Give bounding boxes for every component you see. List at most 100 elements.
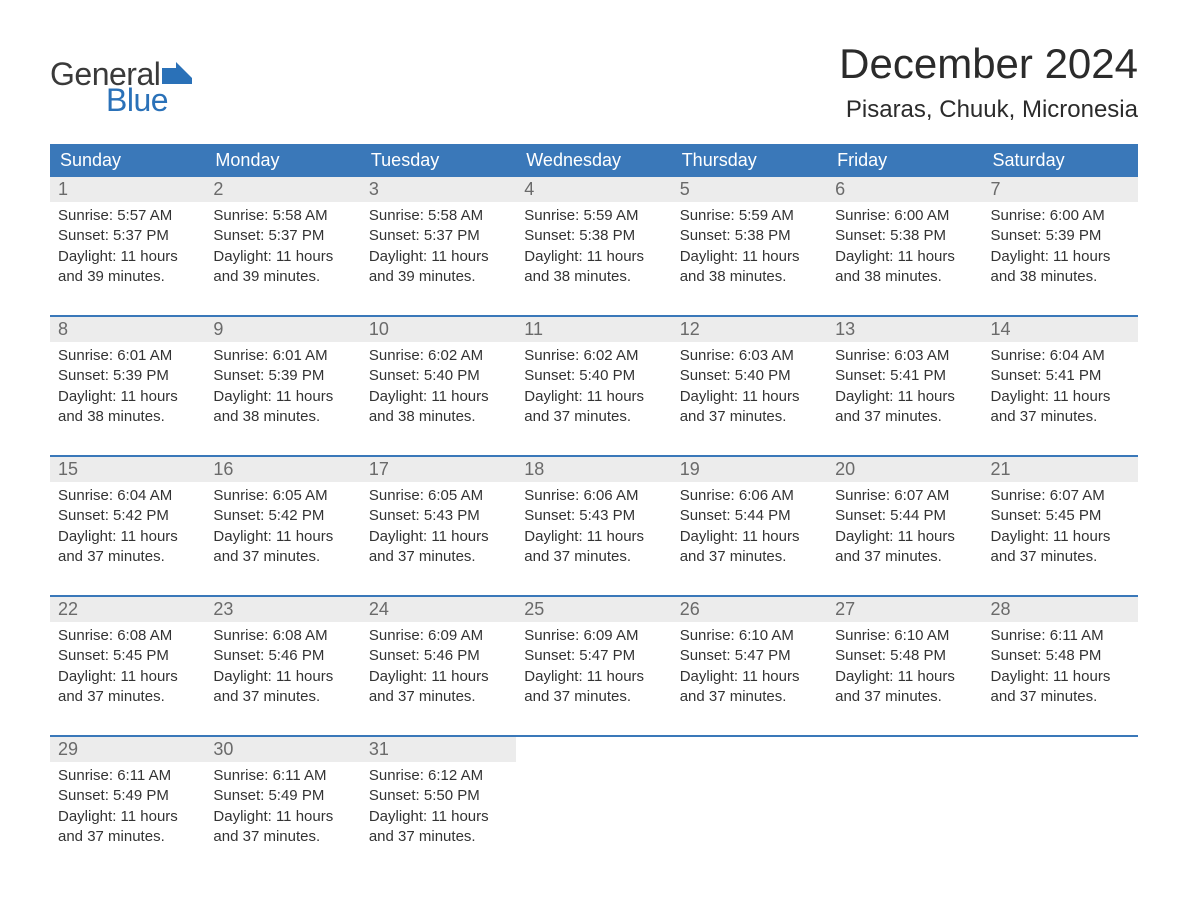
daylight-line: Daylight: 11 hours and 37 minutes. (58, 527, 197, 568)
sunrise-line: Sunrise: 6:03 AM (835, 346, 974, 366)
day-number-cell: 17 (361, 457, 516, 482)
sunrise-line: Sunrise: 6:08 AM (58, 626, 197, 646)
day-number-cell: 4 (516, 177, 671, 202)
sunset-line: Sunset: 5:42 PM (213, 506, 352, 526)
daylight-line: Daylight: 11 hours and 38 minutes. (680, 247, 819, 288)
day-detail-cell: Sunrise: 6:00 AMSunset: 5:39 PMDaylight:… (983, 202, 1138, 316)
day-number-cell: 30 (205, 737, 360, 762)
day-detail-cell: Sunrise: 6:02 AMSunset: 5:40 PMDaylight:… (516, 342, 671, 456)
daylight-line: Daylight: 11 hours and 37 minutes. (991, 667, 1130, 708)
day-number-cell: 3 (361, 177, 516, 202)
daylight-line: Daylight: 11 hours and 38 minutes. (58, 387, 197, 428)
day-detail-cell: Sunrise: 6:00 AMSunset: 5:38 PMDaylight:… (827, 202, 982, 316)
day-number-cell (516, 737, 671, 762)
sunrise-line: Sunrise: 6:08 AM (213, 626, 352, 646)
daylight-line: Daylight: 11 hours and 37 minutes. (213, 667, 352, 708)
day-detail-cell: Sunrise: 5:59 AMSunset: 5:38 PMDaylight:… (516, 202, 671, 316)
day-number-cell: 15 (50, 457, 205, 482)
day-number-cell: 1 (50, 177, 205, 202)
sunset-line: Sunset: 5:37 PM (58, 226, 197, 246)
daylight-line: Daylight: 11 hours and 37 minutes. (680, 387, 819, 428)
day-number-cell: 18 (516, 457, 671, 482)
sunset-line: Sunset: 5:49 PM (213, 786, 352, 806)
daylight-line: Daylight: 11 hours and 37 minutes. (213, 527, 352, 568)
sunset-line: Sunset: 5:39 PM (58, 366, 197, 386)
sunset-line: Sunset: 5:39 PM (213, 366, 352, 386)
sunset-line: Sunset: 5:37 PM (369, 226, 508, 246)
daylight-line: Daylight: 11 hours and 37 minutes. (369, 807, 508, 848)
location-subtitle: Pisaras, Chuuk, Micronesia (839, 96, 1138, 124)
day-detail-cell: Sunrise: 6:05 AMSunset: 5:42 PMDaylight:… (205, 482, 360, 596)
sunrise-line: Sunrise: 5:59 AM (680, 206, 819, 226)
day-detail-cell: Sunrise: 6:03 AMSunset: 5:40 PMDaylight:… (672, 342, 827, 456)
day-number-row: 1234567 (50, 177, 1138, 202)
daylight-line: Daylight: 11 hours and 38 minutes. (369, 387, 508, 428)
day-number-cell: 9 (205, 317, 360, 342)
daylight-line: Daylight: 11 hours and 37 minutes. (835, 667, 974, 708)
daylight-line: Daylight: 11 hours and 37 minutes. (680, 527, 819, 568)
sunrise-line: Sunrise: 6:01 AM (213, 346, 352, 366)
day-number-cell: 8 (50, 317, 205, 342)
sunrise-line: Sunrise: 5:57 AM (58, 206, 197, 226)
day-detail-row: Sunrise: 6:01 AMSunset: 5:39 PMDaylight:… (50, 342, 1138, 456)
day-number-cell: 6 (827, 177, 982, 202)
header-block: General Blue December 2024 Pisaras, Chuu… (50, 40, 1138, 124)
day-detail-cell: Sunrise: 6:09 AMSunset: 5:46 PMDaylight:… (361, 622, 516, 736)
day-detail-cell: Sunrise: 6:11 AMSunset: 5:49 PMDaylight:… (205, 762, 360, 855)
daylight-line: Daylight: 11 hours and 37 minutes. (835, 527, 974, 568)
day-detail-cell: Sunrise: 6:11 AMSunset: 5:49 PMDaylight:… (50, 762, 205, 855)
day-detail-cell: Sunrise: 6:05 AMSunset: 5:43 PMDaylight:… (361, 482, 516, 596)
sunset-line: Sunset: 5:39 PM (991, 226, 1130, 246)
day-number-cell: 21 (983, 457, 1138, 482)
day-detail-cell (827, 762, 982, 855)
day-number-cell: 20 (827, 457, 982, 482)
daylight-line: Daylight: 11 hours and 38 minutes. (213, 387, 352, 428)
day-number-cell: 23 (205, 597, 360, 622)
sunrise-line: Sunrise: 6:01 AM (58, 346, 197, 366)
daylight-line: Daylight: 11 hours and 37 minutes. (58, 667, 197, 708)
sunrise-line: Sunrise: 6:05 AM (369, 486, 508, 506)
month-title: December 2024 (839, 40, 1138, 88)
sunset-line: Sunset: 5:42 PM (58, 506, 197, 526)
sunset-line: Sunset: 5:41 PM (835, 366, 974, 386)
day-number-cell (672, 737, 827, 762)
sunrise-line: Sunrise: 6:00 AM (991, 206, 1130, 226)
daylight-line: Daylight: 11 hours and 38 minutes. (835, 247, 974, 288)
sunset-line: Sunset: 5:48 PM (835, 646, 974, 666)
sunset-line: Sunset: 5:38 PM (835, 226, 974, 246)
sunrise-line: Sunrise: 6:04 AM (991, 346, 1130, 366)
weekday-header: Monday (205, 144, 360, 177)
daylight-line: Daylight: 11 hours and 39 minutes. (58, 247, 197, 288)
sunrise-line: Sunrise: 6:07 AM (991, 486, 1130, 506)
day-number-cell: 11 (516, 317, 671, 342)
day-number-cell: 28 (983, 597, 1138, 622)
sunset-line: Sunset: 5:46 PM (369, 646, 508, 666)
day-detail-cell (516, 762, 671, 855)
weekday-header: Tuesday (361, 144, 516, 177)
sunset-line: Sunset: 5:41 PM (991, 366, 1130, 386)
day-detail-cell: Sunrise: 6:06 AMSunset: 5:44 PMDaylight:… (672, 482, 827, 596)
day-number-row: 293031 (50, 737, 1138, 762)
sunset-line: Sunset: 5:45 PM (991, 506, 1130, 526)
sunrise-line: Sunrise: 6:06 AM (524, 486, 663, 506)
daylight-line: Daylight: 11 hours and 37 minutes. (680, 667, 819, 708)
day-detail-cell: Sunrise: 6:04 AMSunset: 5:41 PMDaylight:… (983, 342, 1138, 456)
sunset-line: Sunset: 5:45 PM (58, 646, 197, 666)
daylight-line: Daylight: 11 hours and 37 minutes. (835, 387, 974, 428)
daylight-line: Daylight: 11 hours and 37 minutes. (524, 387, 663, 428)
day-detail-cell: Sunrise: 6:10 AMSunset: 5:48 PMDaylight:… (827, 622, 982, 736)
sunset-line: Sunset: 5:40 PM (369, 366, 508, 386)
sunset-line: Sunset: 5:49 PM (58, 786, 197, 806)
daylight-line: Daylight: 11 hours and 37 minutes. (524, 667, 663, 708)
daylight-line: Daylight: 11 hours and 37 minutes. (991, 387, 1130, 428)
day-number-cell (827, 737, 982, 762)
weekday-header: Sunday (50, 144, 205, 177)
calendar-table: Sunday Monday Tuesday Wednesday Thursday… (50, 144, 1138, 855)
sunset-line: Sunset: 5:44 PM (680, 506, 819, 526)
sunrise-line: Sunrise: 6:03 AM (680, 346, 819, 366)
sunset-line: Sunset: 5:47 PM (680, 646, 819, 666)
day-detail-cell: Sunrise: 6:07 AMSunset: 5:44 PMDaylight:… (827, 482, 982, 596)
day-number-cell: 24 (361, 597, 516, 622)
sunrise-line: Sunrise: 6:10 AM (680, 626, 819, 646)
day-number-row: 22232425262728 (50, 597, 1138, 622)
